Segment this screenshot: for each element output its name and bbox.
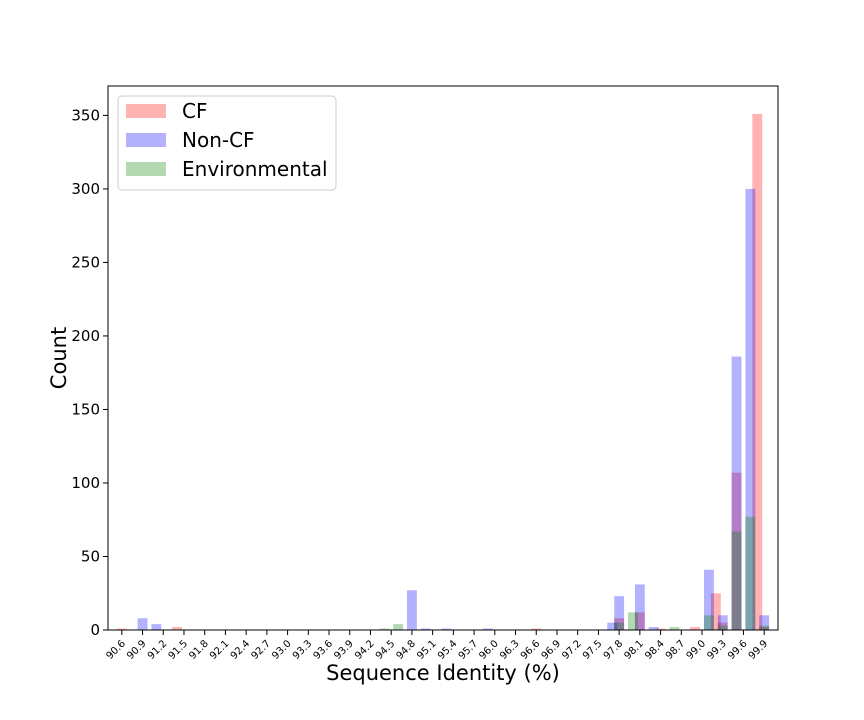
x-tick-label: 95.4	[436, 638, 460, 662]
bar	[441, 628, 452, 630]
bar	[717, 615, 728, 630]
x-axis-ticks: 90.690.991.291.591.892.192.492.793.093.3…	[104, 630, 770, 662]
bar	[745, 516, 756, 630]
legend-label: Environmental	[182, 157, 328, 181]
x-axis-label: Sequence Identity (%)	[326, 661, 560, 685]
bar	[614, 596, 625, 630]
plot-frame	[107, 85, 779, 631]
x-tick-label: 94.5	[374, 638, 398, 662]
y-tick-label: 0	[90, 621, 100, 639]
y-tick-label: 350	[71, 106, 100, 124]
bar	[703, 569, 714, 630]
y-axis-ticks: 0 50 100 150 200 250 300 350	[71, 106, 108, 639]
bar	[752, 113, 763, 630]
x-tick-label: 98.1	[622, 638, 646, 662]
y-axis-label: Count	[47, 327, 71, 389]
bar	[482, 628, 493, 630]
bar	[406, 590, 417, 630]
bar	[648, 627, 659, 630]
bar	[116, 628, 127, 630]
bar	[628, 612, 638, 630]
x-tick-label: 92.7	[249, 638, 273, 662]
x-tick-label: 99.3	[705, 638, 729, 662]
bar	[731, 356, 742, 630]
bar	[151, 624, 162, 630]
x-tick-label: 98.7	[664, 638, 688, 662]
legend-swatch	[126, 133, 166, 147]
legend: CF Non-CF Environmental	[117, 95, 337, 191]
x-tick-label: 99.6	[726, 638, 750, 662]
bar	[607, 622, 618, 630]
x-tick-label: 95.1	[415, 638, 439, 662]
bar	[669, 627, 680, 630]
y-tick-label: 300	[71, 180, 100, 198]
legend-swatch	[126, 104, 166, 118]
bar	[731, 531, 742, 630]
bar	[379, 628, 390, 630]
series-non-cf	[137, 188, 770, 631]
bar	[703, 615, 714, 630]
x-tick-label: 96.0	[477, 638, 501, 662]
bar	[759, 625, 770, 630]
legend-label: CF	[182, 99, 207, 123]
y-tick-label: 200	[71, 327, 100, 345]
x-tick-label: 93.9	[332, 638, 356, 662]
legend-label: Non-CF	[182, 128, 255, 152]
y-tick-label: 50	[81, 547, 100, 565]
bar	[745, 188, 756, 631]
x-tick-label: 91.5	[167, 638, 191, 662]
legend-frame	[117, 95, 337, 191]
x-tick-label: 93.3	[291, 638, 315, 662]
x-tick-label: 93.6	[312, 638, 336, 662]
x-tick-label: 99.0	[685, 638, 709, 662]
bar	[531, 628, 542, 630]
bar	[634, 584, 645, 630]
x-tick-label: 99.9	[747, 638, 771, 662]
x-tick-label: 94.2	[353, 638, 377, 662]
x-tick-label: 98.4	[643, 638, 667, 662]
x-tick-label: 96.9	[540, 638, 564, 662]
x-tick-label: 91.2	[146, 638, 170, 662]
x-tick-label: 97.8	[602, 638, 626, 662]
legend-swatch	[126, 162, 166, 176]
x-tick-label: 90.9	[125, 638, 149, 662]
bars-layer	[116, 113, 770, 631]
x-tick-label: 97.2	[560, 638, 584, 662]
bar	[393, 624, 404, 630]
bar	[614, 618, 625, 630]
bar	[614, 622, 625, 630]
bar	[717, 625, 728, 630]
bar	[655, 628, 666, 630]
y-tick-label: 150	[71, 400, 100, 418]
x-tick-label: 95.7	[457, 638, 481, 662]
bar	[759, 627, 770, 630]
series-environmental	[379, 516, 770, 630]
x-tick-label: 96.3	[498, 638, 522, 662]
series-cf	[116, 113, 770, 630]
y-tick-label: 250	[71, 253, 100, 271]
x-tick-label: 90.6	[104, 638, 128, 662]
x-tick-label: 93.0	[270, 638, 294, 662]
bar	[634, 612, 645, 630]
x-tick-label: 94.8	[395, 638, 419, 662]
bar	[420, 628, 431, 630]
bar	[137, 618, 148, 630]
x-tick-label: 92.4	[229, 638, 253, 662]
bar	[717, 622, 728, 630]
x-tick-label: 97.5	[581, 638, 605, 662]
bar	[731, 472, 742, 630]
bar	[690, 627, 701, 630]
y-tick-label: 100	[71, 474, 100, 492]
bar	[172, 627, 183, 630]
bar	[710, 593, 721, 630]
x-tick-label: 91.8	[187, 638, 211, 662]
bar	[759, 615, 770, 630]
x-tick-label: 92.1	[208, 638, 232, 662]
x-tick-label: 96.6	[519, 638, 543, 662]
